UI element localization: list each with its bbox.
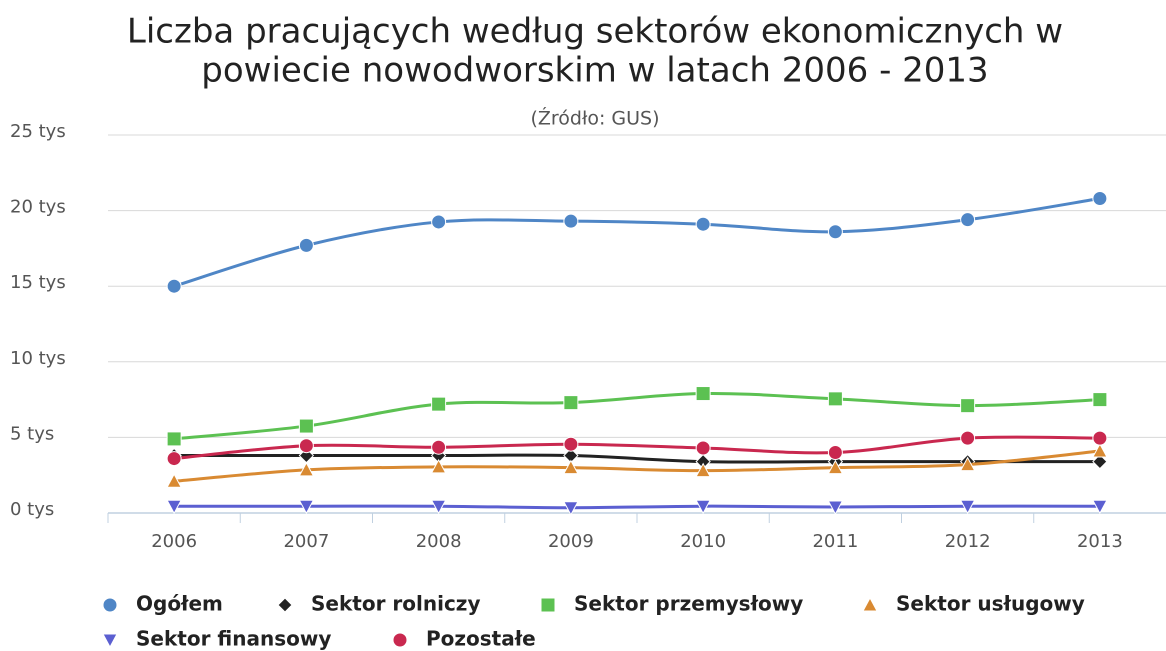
x-tick-label: 2007	[283, 531, 329, 552]
data-point	[430, 458, 447, 474]
legend-label: Pozostałe	[426, 627, 536, 651]
data-point	[827, 500, 844, 516]
y-tick-label: 20 tys	[10, 197, 66, 218]
data-point	[166, 278, 182, 294]
chart-title: Liczba pracujących według sektorów ekono…	[127, 12, 1063, 52]
data-point	[563, 213, 579, 229]
data-point	[1092, 442, 1108, 458]
legend-marker	[277, 597, 293, 613]
data-point	[827, 459, 844, 475]
data-point	[960, 398, 976, 414]
x-tick-label: 2010	[680, 531, 726, 552]
data-point	[695, 216, 711, 232]
data-point	[695, 386, 711, 402]
y-tick-label: 10 tys	[10, 348, 66, 369]
data-point	[563, 436, 579, 452]
data-point	[1092, 499, 1108, 515]
data-point	[1092, 430, 1108, 446]
data-point	[166, 473, 182, 488]
y-tick-label: 5 tys	[10, 423, 54, 444]
legend-label: Sektor rolniczy	[311, 592, 480, 616]
legend-marker	[102, 597, 118, 613]
legend-marker	[862, 596, 878, 612]
data-point	[298, 461, 315, 477]
data-point	[827, 224, 843, 240]
chart-subtitle: (Źródło: GUS)	[530, 107, 659, 130]
data-point	[827, 391, 843, 407]
legend-label: Sektor przemysłowy	[574, 592, 803, 616]
y-tick-label: 0 tys	[10, 499, 54, 520]
data-point	[1092, 392, 1108, 408]
legend-label: Sektor finansowy	[136, 627, 331, 651]
data-point	[430, 499, 447, 515]
data-point	[431, 214, 447, 230]
data-point	[695, 440, 711, 456]
legend-marker	[540, 597, 556, 613]
data-point	[298, 438, 314, 454]
data-point	[563, 459, 579, 475]
data-point	[431, 396, 447, 412]
legend-marker	[392, 632, 408, 648]
data-point	[960, 430, 976, 446]
data-point	[1092, 453, 1108, 470]
series-line	[173, 197, 1101, 288]
x-tick-label: 2013	[1077, 531, 1123, 552]
data-point	[431, 439, 447, 455]
data-point	[298, 418, 314, 434]
data-point	[959, 499, 976, 515]
x-tick-label: 2012	[945, 531, 991, 552]
data-point	[563, 395, 579, 411]
legend-label: Ogółem	[136, 592, 223, 616]
data-point	[298, 237, 314, 253]
chart-title: powiecie nowodworskim w latach 2006 - 20…	[201, 51, 988, 91]
data-point	[298, 499, 315, 515]
x-tick-label: 2009	[548, 531, 594, 552]
series-line	[173, 435, 1100, 461]
data-point	[695, 462, 711, 478]
data-point	[960, 212, 976, 228]
y-tick-label: 25 tys	[10, 121, 66, 142]
data-point	[563, 501, 579, 516]
data-point	[827, 445, 843, 461]
x-tick-label: 2006	[151, 531, 197, 552]
data-point	[166, 499, 182, 515]
data-point	[1092, 191, 1108, 207]
series-line	[174, 453, 1100, 464]
x-tick-label: 2011	[812, 531, 858, 552]
x-tick-label: 2008	[416, 531, 462, 552]
series-line	[173, 391, 1100, 441]
y-tick-label: 15 tys	[10, 272, 66, 293]
legend-marker	[102, 633, 118, 649]
data-point	[695, 499, 711, 515]
legend-label: Sektor usługowy	[896, 592, 1085, 616]
data-point	[959, 456, 976, 472]
data-point	[166, 431, 182, 447]
data-point	[166, 451, 182, 467]
series-line	[174, 504, 1100, 510]
series-line	[173, 449, 1101, 483]
